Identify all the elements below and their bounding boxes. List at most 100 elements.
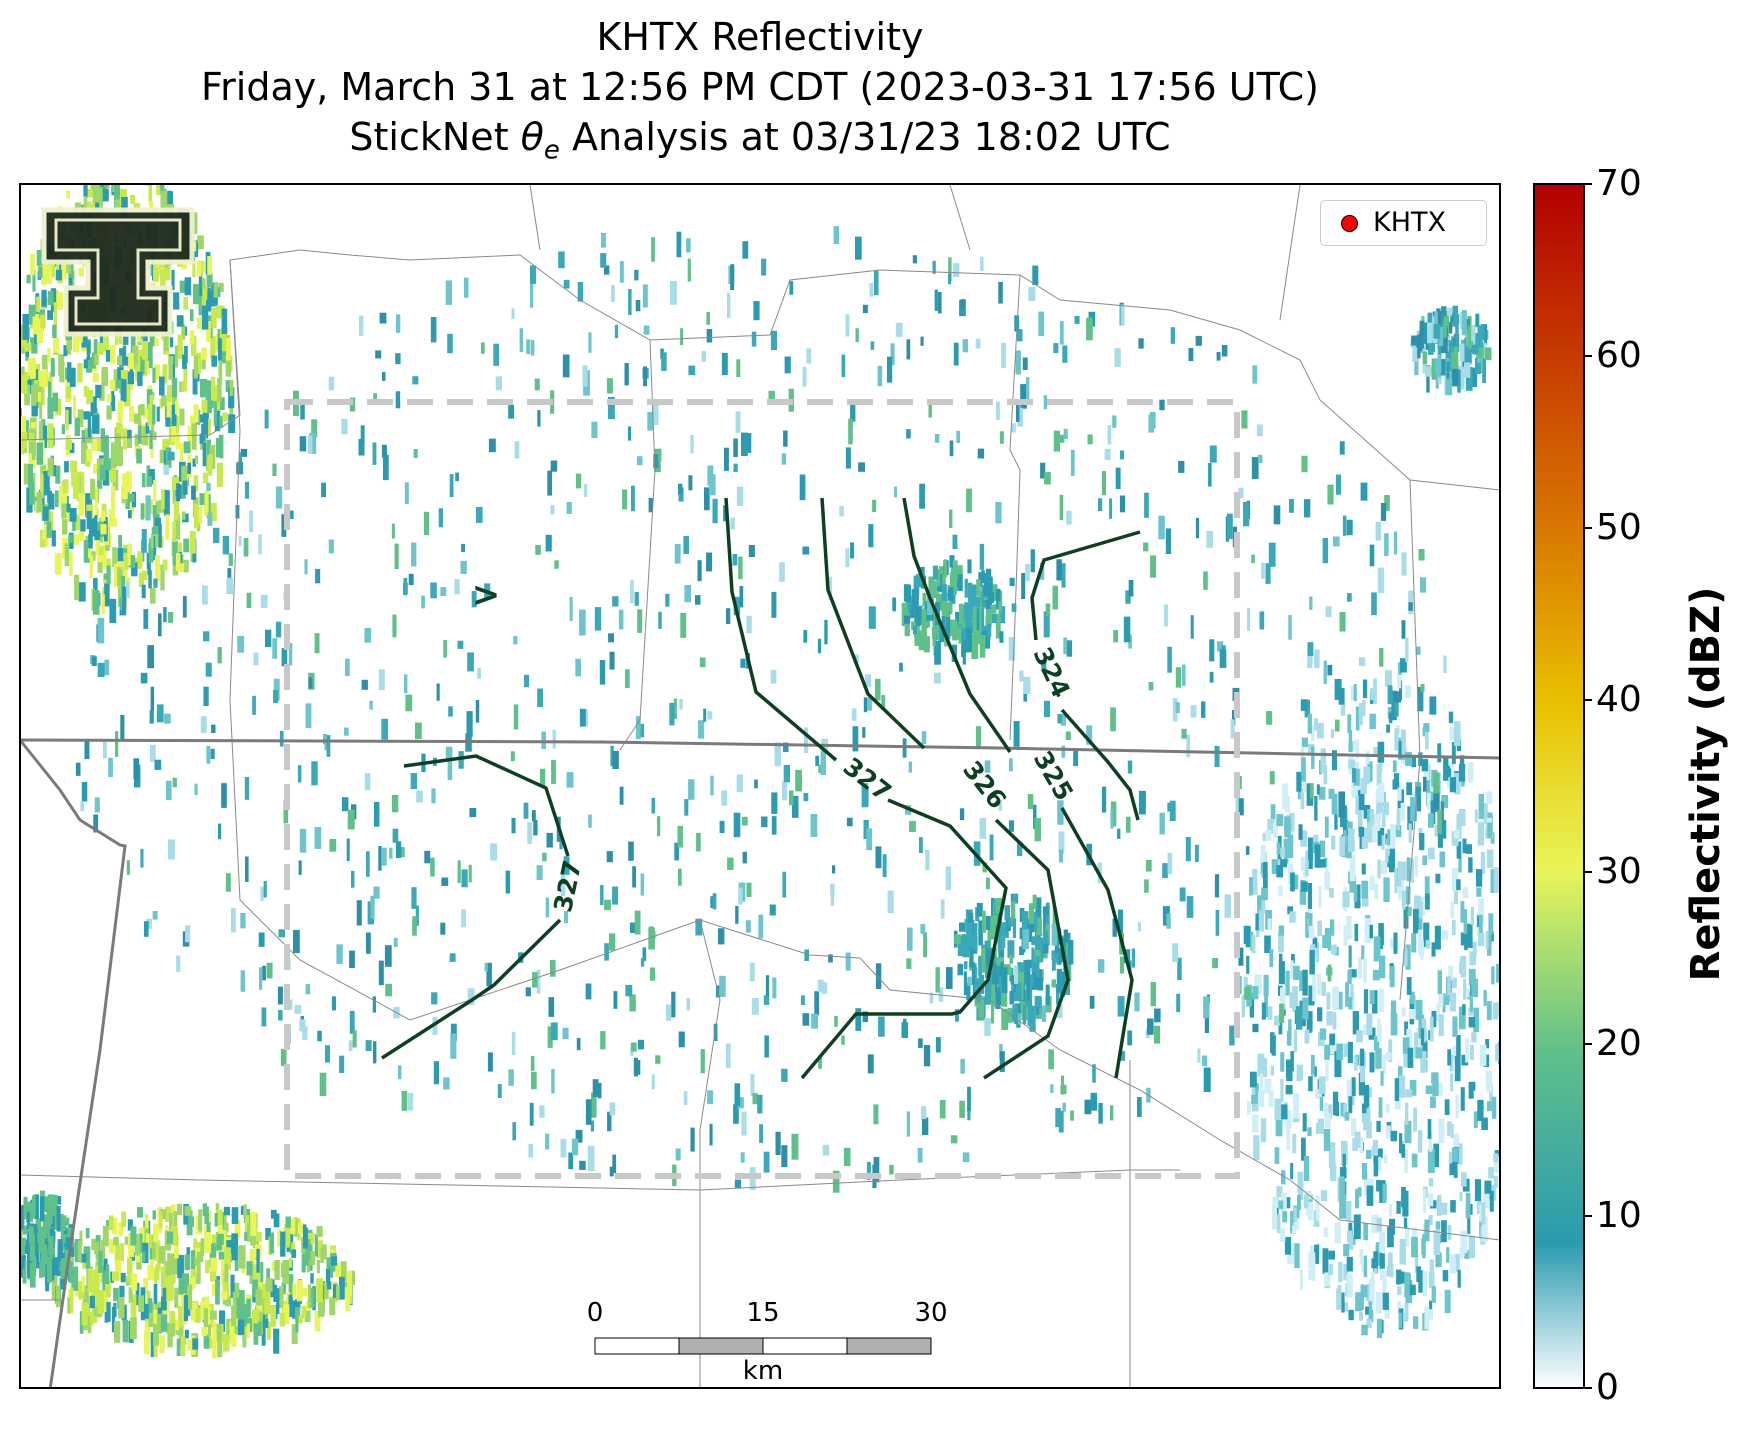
echo-gate (69, 367, 76, 387)
echo-gate (120, 575, 125, 588)
echo-gate (1148, 414, 1154, 433)
echo-gate (866, 697, 872, 711)
echo-gate (1436, 1003, 1440, 1022)
echo-gate (1374, 1265, 1378, 1274)
echo-gate (609, 651, 615, 670)
echo-gate (103, 435, 109, 460)
echo-gate (987, 576, 993, 592)
echo-gate (1031, 947, 1035, 972)
echo-gate (1366, 1013, 1373, 1036)
echo-gate (1460, 1087, 1465, 1111)
echo-gate (215, 305, 223, 319)
echo-gate (1018, 971, 1025, 986)
echo-gate (1274, 1147, 1280, 1164)
echo-gate (1493, 1153, 1499, 1163)
echo-gate (266, 962, 273, 979)
echo-gate (86, 456, 90, 467)
echo-gate (1086, 317, 1093, 341)
echo-gate (72, 331, 80, 353)
echo-gate (962, 936, 970, 958)
echo-gate (130, 555, 136, 568)
echo-gate (28, 358, 35, 376)
echo-gate (101, 367, 109, 387)
echo-gate (1448, 711, 1454, 724)
echo-gate (769, 904, 776, 916)
echo-gate (1109, 498, 1113, 519)
echo-gate (1408, 602, 1413, 611)
echo-gate (112, 547, 117, 568)
echo-gate (112, 166, 118, 178)
echo-gate (373, 1041, 377, 1064)
echo-gate (1459, 1249, 1464, 1259)
echo-gate (347, 809, 355, 830)
echo-gate (1403, 906, 1409, 929)
echo-gate (642, 947, 647, 961)
echo-gate (1409, 1079, 1417, 1096)
echo-gate (204, 1232, 212, 1254)
echo-gate (467, 652, 474, 672)
echo-gate (111, 1306, 116, 1333)
echo-gate (82, 1260, 86, 1269)
echo-gate (55, 465, 61, 484)
echo-gate (527, 822, 533, 844)
echo-gate (1170, 327, 1175, 344)
echo-gate (1417, 1130, 1423, 1153)
echo-gate (1284, 1237, 1291, 1255)
echo-gate (1466, 988, 1470, 998)
echo-gate (921, 731, 927, 745)
echo-gate (1367, 809, 1373, 827)
echo-gate (471, 591, 477, 608)
echo-gate (978, 997, 985, 1020)
echo-gate (1433, 1230, 1440, 1255)
echo-gate (346, 1270, 352, 1297)
echo-gate (44, 377, 51, 386)
echo-gate (1289, 992, 1295, 1008)
echo-gate (249, 510, 254, 532)
echo-gate (404, 674, 408, 694)
echo-gate (59, 361, 65, 383)
echo-gate (1261, 562, 1265, 579)
echo-gate (1219, 649, 1227, 668)
echo-gate (293, 929, 300, 954)
echo-gate (634, 269, 639, 281)
echo-gate (1203, 1067, 1211, 1092)
echo-gate (97, 545, 101, 568)
echo-gate (903, 584, 910, 602)
echo-gate (1276, 1214, 1281, 1234)
echo-gate (106, 565, 111, 584)
echo-gate (174, 1287, 179, 1308)
theta-e-contours (381, 497, 1141, 1080)
echo-gate (201, 286, 208, 310)
echo-gate (198, 1209, 203, 1232)
echo-gate (226, 338, 231, 361)
echo-gate (1257, 454, 1263, 464)
echo-gate (228, 414, 236, 433)
echo-gate (97, 617, 105, 644)
contour-marker: > (472, 575, 501, 615)
echo-gate (128, 1287, 133, 1303)
echo-gate (965, 627, 972, 653)
echo-gate (665, 593, 670, 607)
echo-gate (488, 438, 496, 453)
echo-gate (41, 369, 48, 388)
echo-gate (1387, 829, 1391, 846)
echo-gate (723, 505, 727, 522)
echo-gate (635, 716, 641, 740)
echo-gate (1447, 1049, 1452, 1066)
echo-gate (592, 1079, 599, 1097)
echo-gate (256, 1248, 260, 1273)
echo-gate (198, 290, 205, 316)
echo-gate (1268, 542, 1276, 567)
echo-gate (80, 519, 86, 532)
echo-gate (1465, 1038, 1469, 1063)
echo-gate (1385, 1125, 1391, 1139)
echo-gate (962, 339, 968, 353)
echo-gate (134, 413, 141, 424)
echo-gate (218, 359, 223, 385)
echo-gate (1387, 1226, 1394, 1248)
echo-gate (231, 1207, 239, 1224)
echo-gate (912, 625, 917, 635)
echo-gate (1097, 959, 1105, 973)
echo-gate (1270, 804, 1276, 824)
echo-gate (1241, 410, 1248, 429)
